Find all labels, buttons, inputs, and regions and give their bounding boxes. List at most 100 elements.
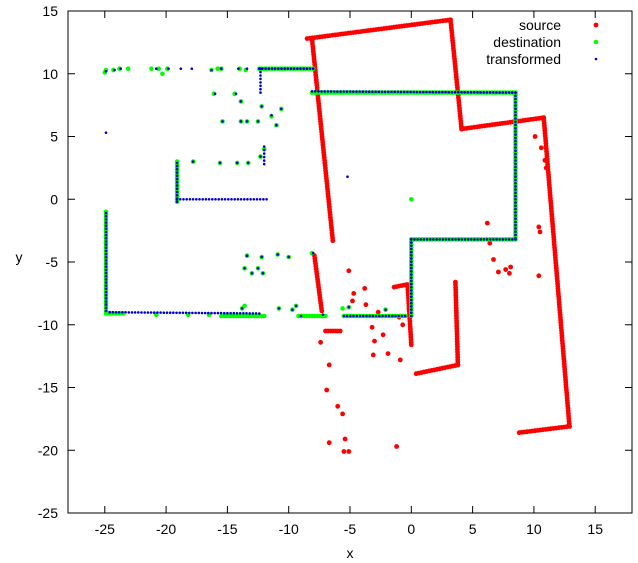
- transformed-point: [410, 260, 413, 264]
- transformed-point: [409, 90, 412, 94]
- transformed-point: [514, 133, 517, 136]
- transformed-point: [195, 198, 198, 201]
- transformed-point: [239, 198, 243, 201]
- transformed-point: [249, 198, 252, 201]
- transformed-point: [514, 107, 517, 111]
- transformed-point: [114, 311, 118, 314]
- transformed-point: [104, 243, 108, 246]
- transformed-point: [267, 67, 271, 70]
- transformed-point: [514, 110, 517, 114]
- series-transformed: [104, 67, 517, 318]
- transformed-point: [329, 90, 333, 93]
- transformed-point: [237, 67, 240, 70]
- transformed-point: [256, 267, 260, 270]
- transformed-point: [239, 120, 243, 123]
- transformed-point: [425, 238, 429, 241]
- transformed-point: [198, 198, 201, 201]
- transformed-point: [305, 67, 309, 70]
- transformed-point: [514, 168, 517, 172]
- transformed-point: [232, 311, 236, 315]
- transformed-point: [299, 67, 302, 70]
- transformed-point: [229, 311, 232, 315]
- transformed-point: [410, 282, 413, 286]
- source-point: [413, 371, 419, 377]
- transformed-point: [514, 238, 517, 241]
- transformed-point: [261, 272, 265, 275]
- transformed-point: [155, 67, 158, 70]
- transformed-point: [220, 67, 223, 70]
- transformed-point: [194, 311, 197, 315]
- transformed-point: [384, 308, 387, 312]
- transformed-point: [348, 90, 352, 93]
- transformed-point: [514, 194, 517, 198]
- transformed-point: [258, 312, 261, 315]
- transformed-point: [451, 238, 454, 241]
- transformed-point: [469, 91, 473, 94]
- transformed-point: [514, 201, 517, 204]
- transformed-point: [514, 159, 517, 162]
- transformed-point: [310, 90, 314, 93]
- transformed-point: [117, 311, 121, 314]
- destination-point: [156, 66, 161, 71]
- transformed-point: [498, 238, 502, 241]
- transformed-point: [457, 90, 460, 94]
- transformed-point: [410, 263, 413, 267]
- source-point: [372, 338, 377, 344]
- transformed-point: [476, 238, 479, 241]
- transformed-point: [336, 90, 339, 93]
- transformed-point: [434, 90, 438, 94]
- transformed-point: [514, 191, 517, 195]
- source-point: [508, 264, 513, 270]
- transformed-point: [428, 90, 432, 94]
- transformed-point: [207, 198, 211, 201]
- transformed-point: [495, 238, 498, 241]
- source-point: [385, 351, 391, 356]
- transformed-point: [168, 311, 172, 315]
- transformed-point: [104, 237, 108, 240]
- transformed-point: [179, 67, 183, 70]
- transformed-point: [463, 91, 466, 94]
- transformed-point: [265, 198, 268, 201]
- transformed-point: [413, 238, 416, 241]
- y-tick-label: -20: [38, 442, 58, 458]
- x-tick-label: -10: [279, 521, 299, 537]
- transformed-point: [514, 123, 517, 127]
- transformed-point: [415, 90, 419, 94]
- transformed-point: [347, 305, 351, 309]
- transformed-point: [210, 311, 213, 315]
- transformed-point: [410, 301, 413, 305]
- destination-point: [242, 303, 247, 309]
- transformed-point: [104, 306, 108, 310]
- transformed-point: [242, 312, 245, 315]
- transformed-point: [410, 298, 413, 302]
- transformed-point: [213, 92, 217, 96]
- transformed-point: [514, 143, 517, 146]
- transformed-point: [454, 238, 457, 241]
- transformed-point: [245, 120, 249, 123]
- transformed-point: [260, 105, 264, 108]
- transformed-point: [501, 91, 505, 94]
- transformed-point: [514, 227, 517, 230]
- source-point: [369, 324, 375, 330]
- source-point: [496, 269, 501, 275]
- x-tick-label: -20: [156, 521, 176, 537]
- transformed-point: [374, 90, 377, 93]
- transformed-point: [238, 312, 242, 315]
- transformed-point: [175, 187, 179, 191]
- transformed-point: [259, 87, 262, 91]
- transformed-point: [104, 131, 108, 134]
- transformed-point: [175, 174, 179, 178]
- transformed-point: [410, 305, 413, 308]
- transformed-point: [104, 262, 108, 265]
- transformed-point: [514, 97, 517, 101]
- transformed-point: [410, 295, 413, 299]
- transformed-point: [259, 67, 262, 70]
- transformed-point: [444, 238, 448, 241]
- transformed-point: [133, 311, 137, 314]
- transformed-point: [368, 314, 372, 318]
- transformed-point: [108, 310, 111, 314]
- transformed-point: [339, 90, 342, 93]
- transformed-point: [514, 223, 517, 227]
- transformed-point: [289, 67, 293, 70]
